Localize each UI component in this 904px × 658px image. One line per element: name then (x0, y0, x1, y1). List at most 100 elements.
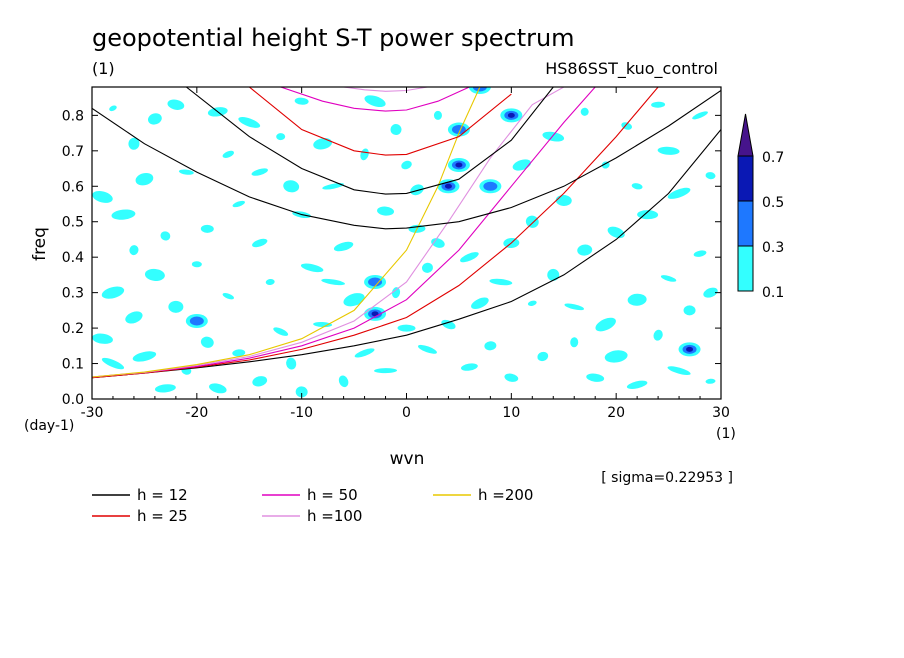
dispersion-curves (92, 87, 721, 379)
colorbar-label: 0.3 (762, 240, 784, 256)
spectral-patch (111, 209, 136, 220)
spectral-patch (489, 278, 513, 286)
y-tick-label: 0.0 (62, 392, 84, 408)
spectral-patch (313, 321, 333, 328)
spectral-patch (168, 300, 184, 313)
spectral-patch (144, 268, 165, 281)
spectral-patch (154, 384, 176, 393)
x-tick-label: 30 (712, 405, 730, 421)
spectral-patch (542, 131, 565, 142)
spectral-patch (651, 101, 666, 108)
colorbar-label: 0.5 (762, 195, 784, 211)
spectral-patch (178, 169, 194, 175)
spectral-patch (135, 172, 154, 186)
spectral-patch (595, 317, 616, 332)
spectral-patch (397, 324, 416, 332)
spectral-patch (321, 278, 345, 286)
spectral-patch (338, 375, 349, 388)
spectral-patch (343, 293, 365, 307)
spectral-patch (222, 150, 234, 158)
spectral-patch (441, 319, 456, 330)
spectral-patch (222, 293, 234, 300)
spectral-peak-mid (189, 316, 204, 326)
spectral-patch (577, 244, 593, 256)
spectral-patch (101, 286, 125, 299)
dispersion-curve-h200 (92, 87, 481, 378)
spectral-patch (601, 161, 610, 169)
spectral-patch (252, 238, 268, 248)
dispersion-curve-h100 (343, 87, 428, 92)
spectral-patch (374, 368, 398, 374)
spectral-patch (564, 303, 584, 311)
colorbar-label: 0.7 (762, 150, 784, 166)
y-tick-label: 0.4 (62, 250, 84, 266)
dispersion-curve-h12 (92, 129, 721, 379)
spectral-peak-core (686, 346, 694, 352)
x-tick-label: 0 (402, 405, 411, 421)
spectral-patch (286, 357, 297, 370)
spectral-peak-core (444, 183, 452, 189)
spectral-patch (401, 160, 412, 170)
spectral-patch (693, 250, 707, 257)
spectral-patch (626, 380, 648, 389)
x-tick-label: 20 (607, 405, 625, 421)
legend-label: h = 50 (307, 486, 358, 504)
spectral-patch (667, 187, 691, 199)
spectral-patch (504, 373, 519, 382)
spectral-patch (209, 383, 227, 394)
spectral-patch (705, 172, 716, 180)
spectral-peak-mid (472, 87, 487, 92)
spectral-patch (703, 287, 718, 298)
colorbar-arrow (737, 113, 754, 157)
y-ticks: 0.0 0.1 0.2 0.3 0.4 0.5 0.6 0.7 0.8 (62, 108, 721, 408)
heatmap-layer (92, 87, 718, 398)
x-tick-label: -20 (185, 405, 208, 421)
dispersion-curve-h50 (92, 87, 596, 378)
spectral-patch (273, 327, 289, 336)
spectral-patch (129, 245, 139, 256)
spectral-peak-core (371, 311, 379, 317)
spectral-patch (604, 350, 628, 363)
spectral-peak-mid (483, 181, 498, 191)
experiment-label: HS86SST_kuo_control (545, 59, 718, 79)
spectral-patch (200, 336, 214, 348)
spectral-patch (300, 263, 324, 273)
spectral-patch (232, 200, 245, 208)
spectral-patch (322, 183, 344, 190)
spectral-patch (460, 252, 479, 263)
y-tick-label: 0.7 (62, 144, 84, 160)
spectral-patch (431, 238, 445, 248)
spectral-patch (191, 261, 202, 268)
sigma-label: [ sigma=0.22953 ] (601, 470, 733, 486)
spectral-patch (364, 95, 386, 108)
spectral-patch (128, 137, 140, 150)
spectral-patch (705, 378, 716, 384)
x-tick-label: -10 (290, 405, 313, 421)
dispersion-curve-h12 (185, 87, 554, 195)
spectral-patch (294, 97, 309, 105)
legend-label: h = 25 (137, 507, 188, 525)
spectral-patch (570, 337, 579, 348)
spectral-patch (607, 226, 625, 239)
spectral-patch (653, 329, 663, 341)
chart-subtitle: (1) (92, 59, 115, 78)
spectral-patch (354, 348, 375, 358)
y-tick-label: 0.6 (62, 179, 84, 195)
spectral-patch (92, 190, 113, 203)
spectral-patch (555, 194, 572, 206)
spectral-patch (683, 305, 696, 316)
spectral-patch (410, 184, 424, 196)
spectral-patch (660, 275, 677, 282)
spectral-peak-core (455, 162, 463, 168)
x-ticks: -30 -20 -10 0 10 20 30 (81, 87, 730, 421)
spectral-patch (125, 311, 143, 324)
dispersion-curve-h25 (248, 87, 512, 156)
spectral-patch (167, 99, 185, 110)
dispersion-curve-h25 (92, 87, 659, 379)
colorbar-label: 0.1 (762, 285, 784, 301)
spectral-patch (109, 105, 117, 112)
spectral-patch (433, 110, 442, 120)
x-tick-label: -30 (81, 405, 104, 421)
legend: h = 12 h = 25 h = 50 h =100 h =200 (92, 486, 533, 525)
